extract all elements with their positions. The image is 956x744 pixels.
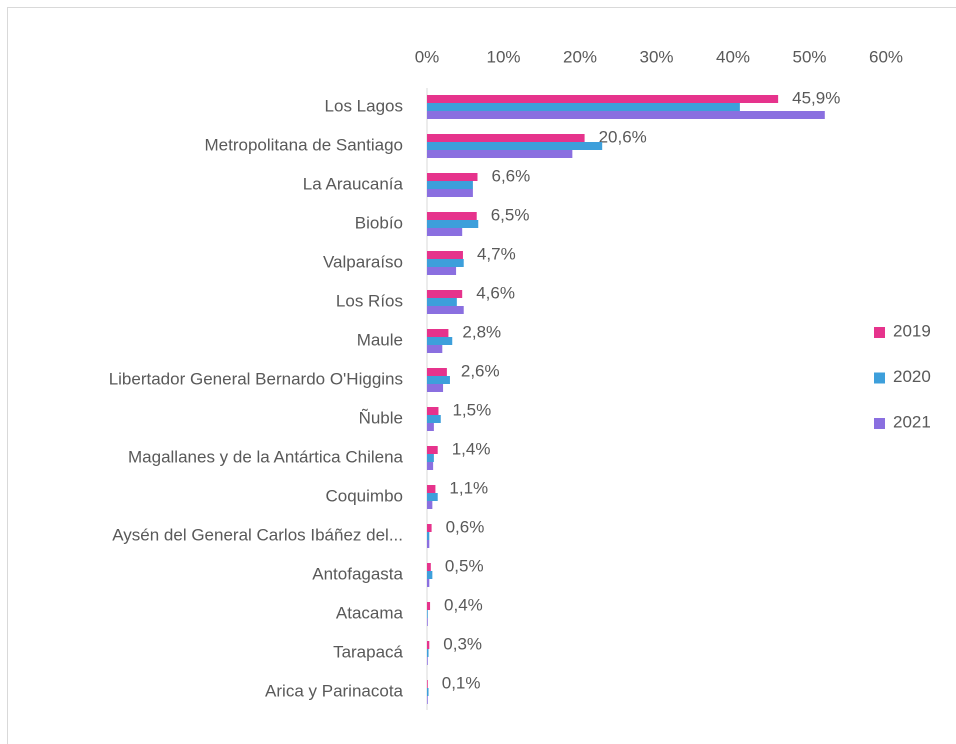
bar	[427, 524, 432, 532]
bar	[427, 501, 433, 509]
legend-swatch	[874, 372, 885, 384]
bar	[427, 173, 478, 181]
chart-frame	[7, 7, 956, 744]
bar	[427, 337, 453, 345]
x-tick-label: 10%	[486, 47, 520, 66]
bar	[427, 111, 825, 119]
bar	[427, 368, 447, 376]
bar	[427, 251, 463, 259]
bar	[427, 688, 429, 696]
y-tick-label: Atacama	[336, 603, 404, 622]
bar	[427, 649, 429, 657]
bar	[427, 298, 457, 306]
bar	[427, 103, 740, 111]
data-label: 2,6%	[461, 361, 500, 380]
x-tick-label: 40%	[716, 47, 750, 66]
y-tick-label: Ñuble	[359, 408, 403, 427]
bar	[427, 220, 479, 228]
bar	[427, 259, 464, 267]
bar	[427, 602, 431, 610]
data-label: 6,5%	[491, 205, 530, 224]
bar	[427, 532, 430, 540]
data-label: 1,5%	[452, 400, 491, 419]
bar	[427, 95, 779, 103]
y-tick-label: Tarapacá	[333, 642, 403, 661]
bar	[427, 540, 430, 548]
bar	[427, 329, 449, 337]
y-tick-label: Maule	[357, 330, 403, 349]
bar	[427, 610, 428, 618]
y-tick-label: Libertador General Bernardo O'Higgins	[109, 369, 403, 388]
bar	[427, 657, 428, 665]
bar	[427, 415, 441, 423]
x-tick-label: 20%	[563, 47, 597, 66]
data-label: 1,1%	[449, 478, 488, 497]
data-label: 0,6%	[446, 517, 485, 536]
bar	[427, 446, 438, 454]
bar	[427, 345, 443, 353]
data-label: 20,6%	[599, 127, 647, 146]
data-label: 4,7%	[477, 244, 516, 263]
bar	[427, 696, 428, 704]
legend-swatch	[874, 327, 885, 338]
bar	[427, 306, 464, 314]
bar	[427, 407, 439, 415]
data-label: 2,8%	[462, 322, 501, 341]
bar	[427, 423, 434, 431]
legend-label: 2021	[893, 412, 931, 431]
y-tick-label: Aysén del General Carlos Ibáñez del...	[112, 525, 403, 544]
data-label: 4,6%	[476, 283, 515, 302]
bar	[427, 563, 431, 571]
bar	[427, 485, 436, 493]
bar	[427, 267, 457, 275]
bar	[427, 181, 473, 189]
bar	[427, 462, 434, 470]
y-tick-label: Arica y Parinacota	[265, 681, 403, 700]
y-tick-label: Magallanes y de la Antártica Chilena	[128, 447, 404, 466]
data-label: 6,6%	[491, 166, 530, 185]
x-tick-label: 0%	[415, 47, 440, 66]
y-tick-label: Antofagasta	[312, 564, 403, 583]
data-label: 0,1%	[442, 673, 481, 692]
data-label: 45,9%	[792, 88, 840, 107]
bar	[427, 290, 463, 298]
bar	[427, 454, 434, 462]
x-tick-label: 60%	[869, 47, 903, 66]
bar	[427, 376, 450, 384]
y-tick-label: La Araucanía	[303, 174, 404, 193]
y-tick-label: Coquimbo	[326, 486, 404, 505]
bar	[427, 134, 585, 142]
x-tick-label: 50%	[792, 47, 826, 66]
bar	[427, 150, 573, 158]
bar	[427, 618, 428, 626]
y-tick-label: Metropolitana de Santiago	[205, 135, 403, 154]
legend-label: 2020	[893, 367, 931, 386]
y-tick-label: Los Ríos	[336, 291, 403, 310]
bar	[427, 493, 438, 501]
x-tick-label: 30%	[639, 47, 673, 66]
bar	[427, 579, 430, 587]
data-label: 0,5%	[445, 556, 484, 575]
y-tick-label: Valparaíso	[323, 252, 403, 271]
bar	[427, 384, 444, 392]
y-tick-label: Biobío	[355, 213, 403, 232]
bar	[427, 212, 477, 220]
y-tick-label: Los Lagos	[325, 96, 403, 115]
bar	[427, 571, 433, 579]
bar	[427, 228, 463, 236]
data-label: 0,3%	[443, 634, 482, 653]
bar	[427, 680, 428, 688]
bar	[427, 641, 430, 649]
data-label: 0,4%	[444, 595, 483, 614]
legend-label: 2019	[893, 321, 931, 340]
data-label: 1,4%	[452, 439, 491, 458]
legend-swatch	[874, 418, 885, 429]
bar	[427, 189, 473, 197]
bar	[427, 142, 603, 150]
